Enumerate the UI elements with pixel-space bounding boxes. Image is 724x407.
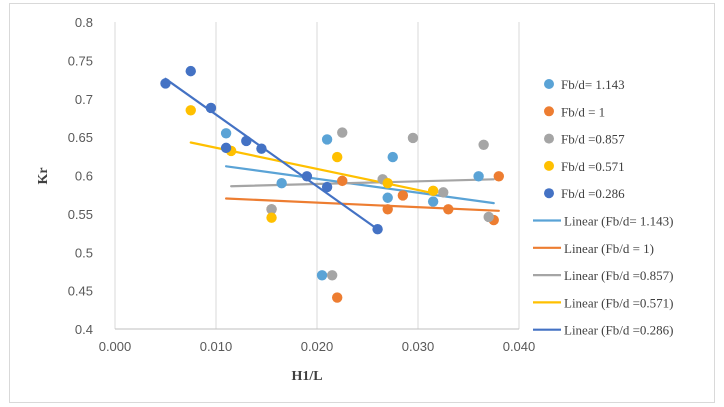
legend-label: Linear (Fb/d =0.857)	[564, 268, 674, 283]
legend-label: Fb/d =0.571	[561, 159, 625, 174]
data-point	[382, 204, 393, 215]
legend-label: Linear (Fb/d = 1)	[564, 241, 654, 256]
data-point	[205, 102, 217, 114]
legend-label: Fb/d =0.286	[561, 186, 625, 201]
data-point	[337, 175, 348, 187]
grid-lines	[114, 22, 520, 330]
data-point	[372, 224, 383, 235]
x-tick-label: 0.010	[200, 339, 233, 354]
x-tick-label: 0.020	[301, 339, 334, 354]
y-tick-label: 0.4	[75, 322, 93, 337]
legend-label: Linear (Fb/d =0.571)	[564, 295, 674, 310]
trendline	[164, 77, 379, 231]
legend-marker	[544, 106, 554, 117]
axis-labels: 0.000 0.010 0.020 0.030 0.040 0.4 0.45 0.5 0.55 0…	[68, 15, 536, 354]
y-tick-label: 0.5	[75, 245, 93, 260]
y-tick-label: 0.6	[75, 169, 93, 184]
legend-marker	[544, 160, 554, 171]
x-tick-label: 0.040	[503, 339, 536, 354]
data-point	[220, 142, 232, 154]
data-point	[185, 65, 196, 77]
y-tick-label: 0.45	[68, 284, 93, 299]
x-tick-label: 0.030	[402, 339, 435, 354]
legend-label: Linear (Fb/d =0.286)	[564, 323, 674, 338]
data-point	[241, 135, 252, 147]
data-point	[256, 143, 267, 154]
data-point	[316, 270, 328, 281]
data-point	[332, 151, 343, 163]
data-point	[382, 177, 393, 189]
data-point	[220, 128, 232, 139]
legend-marker	[544, 79, 554, 89]
data-point	[427, 196, 439, 207]
data-point	[301, 171, 313, 182]
data-point	[478, 139, 489, 150]
data-point	[321, 181, 333, 193]
legend-label: Linear (Fb/d= 1.143)	[564, 214, 674, 229]
y-tick-label: 0.65	[68, 130, 93, 145]
x-axis-title: H1/L	[291, 369, 322, 384]
data-point	[266, 204, 277, 215]
data-point	[185, 105, 196, 116]
y-tick-label: 0.7	[75, 92, 93, 107]
data-point-layer	[160, 65, 504, 303]
data-point	[427, 185, 439, 197]
legend-label: Fb/d =0.857	[561, 132, 625, 147]
data-point	[266, 212, 277, 223]
data-point	[326, 270, 338, 281]
data-point	[397, 190, 409, 201]
legend: Fb/d= 1.143 Fb/d = 1 Fb/d =0.857 Fb/d =0.57…	[533, 77, 674, 338]
y-tick-label: 0.75	[68, 53, 93, 68]
data-point	[160, 78, 171, 89]
data-point	[382, 192, 393, 203]
trendline	[225, 165, 495, 205]
legend-label: Fb/d= 1.143	[561, 77, 625, 92]
y-tick-label: 0.55	[68, 207, 93, 222]
y-axis-title: Kr	[36, 167, 51, 184]
y-tick-label: 0.8	[75, 15, 93, 30]
data-point	[332, 292, 343, 303]
data-point	[276, 177, 287, 189]
data-point	[483, 211, 494, 223]
trendline	[230, 178, 495, 188]
data-point	[337, 127, 348, 138]
legend-marker	[544, 188, 554, 199]
data-point	[473, 171, 484, 182]
data-point	[407, 132, 419, 144]
data-point	[493, 171, 504, 182]
data-point	[321, 134, 333, 145]
data-point	[443, 204, 454, 215]
data-point	[387, 151, 398, 163]
data-point	[438, 187, 449, 198]
chart-frame	[9, 3, 715, 403]
legend-marker	[544, 133, 554, 144]
x-tick-label: 0.000	[99, 339, 132, 354]
legend-label: Fb/d = 1	[561, 104, 605, 119]
